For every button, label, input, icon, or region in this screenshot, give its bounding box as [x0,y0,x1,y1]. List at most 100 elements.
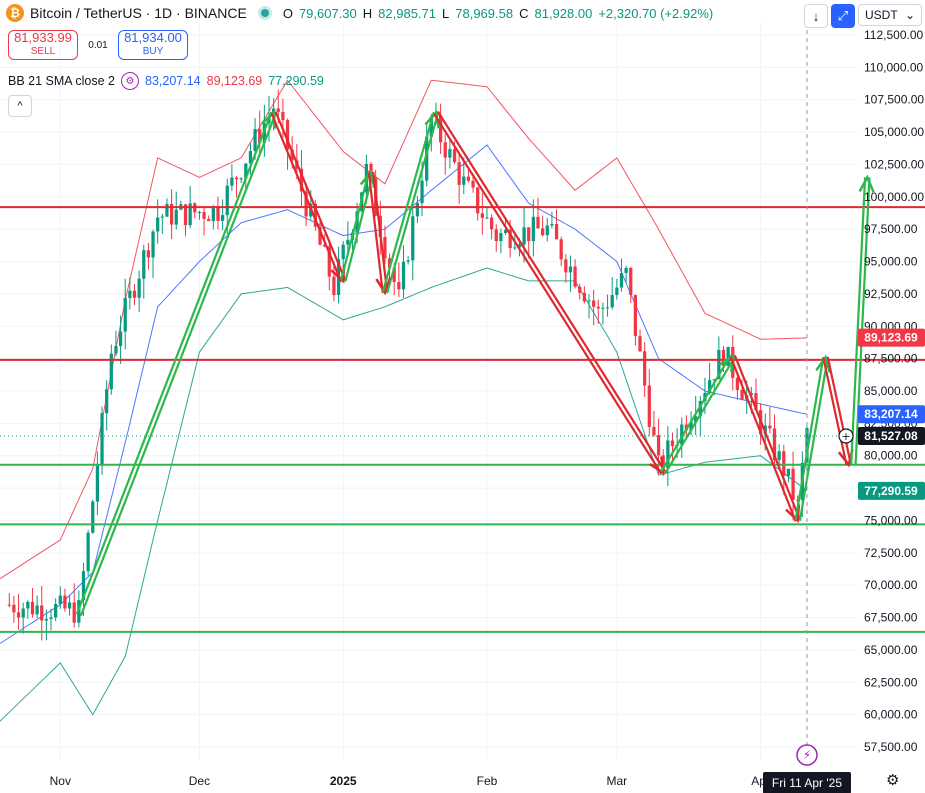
y-tick-label: 105,000.00 [864,125,924,139]
candle-body [387,258,392,268]
y-tick-label: 112,500.00 [864,28,923,42]
symbol-title[interactable]: Bitcoin / TetherUS · 1D · BINANCE [30,5,247,21]
candle-body [49,617,53,619]
buy-button[interactable]: 81,934.00 BUY [118,30,188,60]
y-tick-label: 65,000.00 [864,643,918,657]
candle-body [230,177,234,186]
candle-body [12,604,16,613]
candle-body [629,267,633,295]
candle-body [680,424,684,445]
y-tick-label: 87,500.00 [864,352,918,366]
candle-body [587,300,591,302]
candle-body [114,346,118,354]
download-button[interactable]: ↓ [804,4,828,28]
fullscreen-button[interactable]: ⤢ [831,4,855,28]
gear-icon[interactable]: ⚙ [886,772,900,789]
candle-body [592,300,596,307]
candle-body [605,307,610,309]
candle-body [109,353,113,390]
candle-body [54,604,58,618]
y-tick-label: 97,500.00 [864,222,918,236]
price-tag-label: 83,207.14 [864,407,918,421]
candle-body [568,266,573,273]
arrow-shaft [729,356,797,522]
candle-body [318,226,322,245]
candle-body [63,595,67,609]
sell-button[interactable]: 81,933.99 SELL [8,30,78,60]
bb-basis-line [0,144,808,644]
chevron-up-icon: ^ [17,100,23,112]
candle-body [156,217,160,232]
candle-body [494,229,498,242]
price-tag [858,426,925,445]
candle-body [489,217,494,230]
bollinger-bands [0,79,808,722]
y-tick-label: 102,500.00 [864,157,924,171]
candle-body [531,216,535,241]
candle-body [211,206,215,222]
arrow-shaft [794,356,825,521]
candle-body [698,400,702,417]
candle-body [425,136,429,181]
candle-body [559,239,563,260]
collapse-legend-button[interactable]: ^ [8,95,32,117]
candle-body [726,346,730,366]
candle-body [633,294,638,337]
candle-body [7,604,11,606]
candle-body [527,227,531,241]
bb-upper-value: 89,123.69 [206,74,263,88]
candle-body [304,191,308,217]
crosshair: +89,123.69 83,207.14 81,527.08 77,290.59 Fri… [0,22,925,793]
candle-body [721,349,726,366]
candle-body [791,468,795,500]
candle-body [471,180,475,188]
candle-body [652,426,656,436]
candle-body [573,266,577,287]
candle-body [429,116,433,137]
candle-body [578,286,582,293]
candle-body [754,393,758,411]
candle-body [16,612,21,618]
sell-label: SELL [30,46,56,57]
sell-price: 81,933.99 [14,30,72,45]
candle-body [782,451,786,476]
currency-select[interactable]: USDT ⌄ [858,4,922,26]
candle-body [536,216,540,229]
candle-body [253,129,257,152]
indicator-legend[interactable]: BB 21 SMA close 2 ⚙ 83,207.14 89,123.69 … [8,72,324,90]
indicator-name: BB 21 SMA close 2 [8,74,116,88]
candle-body [647,385,651,427]
candle-body [91,501,95,533]
chevron-down-icon: ⌄ [904,8,915,22]
arrow-shaft [372,171,389,293]
indicator-settings-icon[interactable]: ⚙ [121,72,140,90]
open-value: 79,607.30 [298,5,357,21]
red-trend-arrow [822,356,854,468]
x-tick-label: Nov [50,774,71,788]
arrow-shaft [75,111,273,615]
ohlc-values: O 79,607.30 H 82,985.71 L 78,969.58 C 81,928… [283,6,713,21]
candle-body [601,307,605,309]
arrow-head [359,169,376,189]
candle-body [694,416,698,423]
crosshair-add-icon [838,428,854,444]
arrow-shaft [664,356,736,475]
candle-body [26,601,30,609]
time-axis[interactable]: Nov Dec 2025 Feb Mar Apr [50,774,770,788]
candles [7,89,809,641]
chart-header: ₿ Bitcoin / TetherUS · 1D · BINANCE O 79,… [6,4,713,22]
x-tick-label: 2025 [330,774,357,788]
candle-body [290,149,294,161]
y-tick-label: 67,500.00 [864,611,918,625]
candle-body [401,261,406,290]
arrow-shaft [381,111,435,293]
price-axis[interactable]: 57,500.00 60,000.00 62,500.00 65,000.00 67,5… [864,28,924,754]
candle-body [411,216,415,261]
candle-body [554,224,559,240]
arrow-shaft [367,172,384,293]
candle-body [689,422,693,431]
candle-body [281,111,285,121]
y-tick-label: 92,500.00 [864,287,918,301]
candle-body [21,608,25,618]
